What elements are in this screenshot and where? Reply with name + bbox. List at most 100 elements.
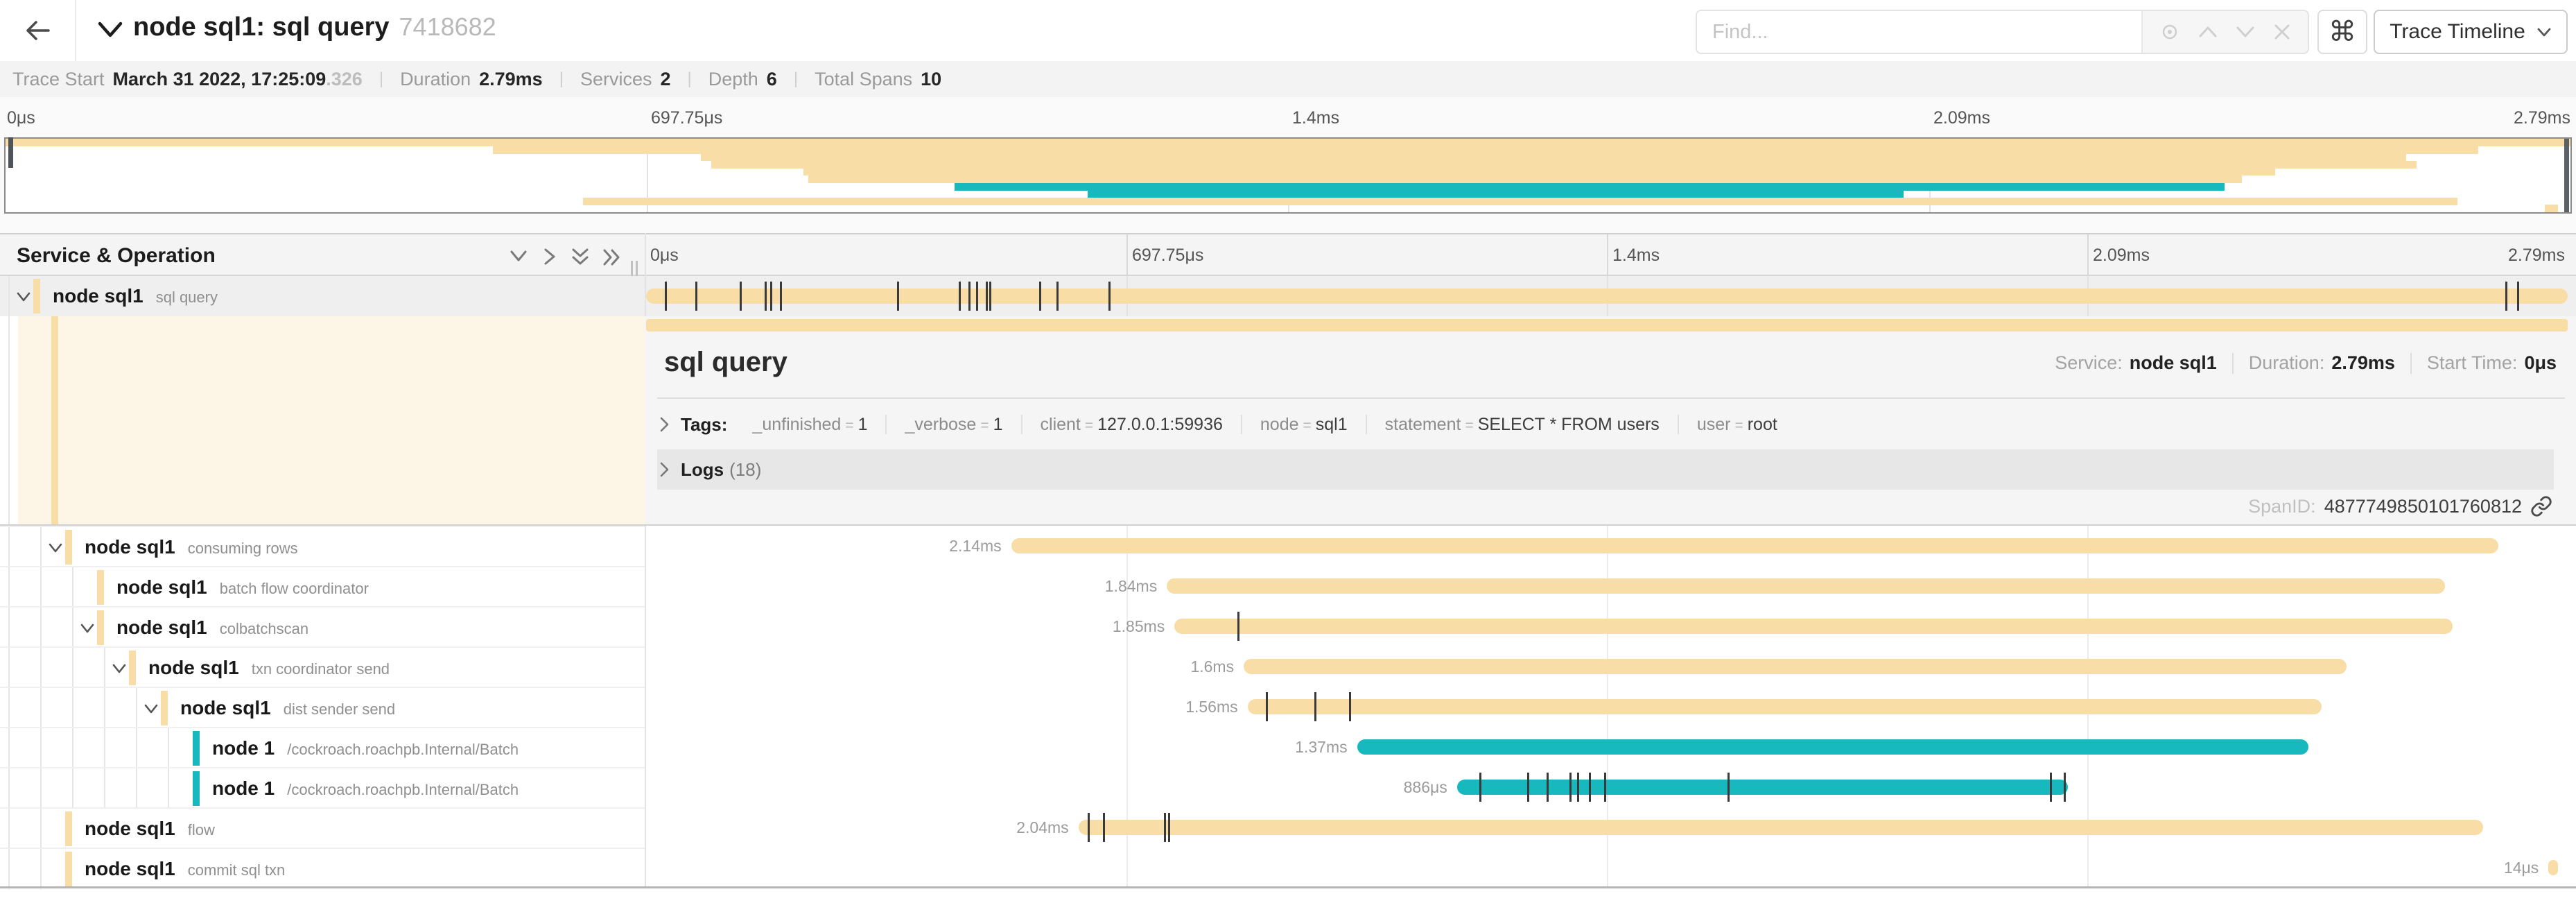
log-marker[interactable]: [1039, 282, 1042, 311]
log-marker[interactable]: [958, 282, 961, 311]
span-timeline-row[interactable]: 2.04ms: [645, 807, 2576, 848]
column-resize-grabber[interactable]: [628, 261, 641, 276]
log-marker[interactable]: [770, 282, 773, 311]
span-bar[interactable]: [1244, 659, 2347, 674]
indent-guide: [40, 688, 42, 728]
log-marker[interactable]: [975, 282, 978, 311]
log-marker[interactable]: [2505, 282, 2508, 311]
span-timeline-row[interactable]: 886μs: [645, 767, 2576, 807]
trace-view-selector[interactable]: Trace Timeline: [2374, 10, 2568, 54]
log-marker[interactable]: [897, 282, 900, 311]
span-bar[interactable]: [646, 289, 2568, 304]
expand-chevron-icon[interactable]: [143, 703, 159, 714]
span-bar[interactable]: [2548, 860, 2559, 875]
minimap-canvas[interactable]: [4, 137, 2572, 214]
span-timeline-row[interactable]: [645, 276, 2576, 316]
span-bar[interactable]: [1456, 780, 2069, 795]
log-marker[interactable]: [1266, 692, 1269, 721]
keyboard-shortcuts-button[interactable]: ⌘: [2317, 10, 2367, 54]
expand-chevron-icon[interactable]: [15, 291, 32, 302]
log-marker[interactable]: [989, 282, 992, 311]
log-marker[interactable]: [1727, 773, 1730, 802]
minimap-right-scrubber[interactable]: [2564, 139, 2569, 212]
span-tree-row[interactable]: node sql1 commit sql txn: [0, 848, 645, 889]
log-marker[interactable]: [2516, 282, 2519, 311]
indent-guide: [8, 728, 10, 768]
log-marker[interactable]: [1527, 773, 1530, 802]
span-bar[interactable]: [1011, 538, 2499, 553]
span-tree-row[interactable]: node sql1 consuming rows: [0, 526, 645, 567]
log-marker[interactable]: [1577, 773, 1580, 802]
ruler-gridline: [1126, 234, 1128, 275]
separator: |: [559, 69, 564, 88]
expand-chevron-icon[interactable]: [47, 542, 64, 553]
log-marker[interactable]: [695, 282, 698, 311]
ruler-gridline: [2087, 234, 2089, 275]
log-marker[interactable]: [1108, 282, 1111, 311]
minimap-span-bar: [6, 139, 2570, 146]
minimap-left-scrubber[interactable]: [8, 137, 13, 168]
log-marker[interactable]: [1547, 773, 1549, 802]
span-tree-row[interactable]: node sql1 dist sender send: [0, 687, 645, 728]
span-tree-row[interactable]: node sql1 colbatchscan: [0, 606, 645, 648]
log-marker[interactable]: [1164, 813, 1167, 842]
expand-chevron-icon[interactable]: [79, 623, 96, 634]
log-marker[interactable]: [739, 282, 742, 311]
log-marker[interactable]: [664, 282, 667, 311]
log-marker[interactable]: [1102, 813, 1105, 842]
span-tree-row[interactable]: node 1/cockroach.roachpb.Internal/Batch: [0, 767, 645, 809]
span-bar[interactable]: [1167, 578, 2445, 594]
log-marker[interactable]: [985, 282, 988, 311]
log-marker[interactable]: [780, 282, 783, 311]
span-tree-row[interactable]: node sql1 flow: [0, 807, 645, 849]
span-timeline-row[interactable]: 1.37ms: [645, 727, 2576, 767]
span-bar[interactable]: [1078, 820, 2484, 835]
span-timeline-row[interactable]: 1.84ms: [645, 566, 2576, 606]
log-marker[interactable]: [1348, 692, 1351, 721]
arrow-left-icon: [22, 15, 53, 46]
log-marker[interactable]: [764, 282, 767, 311]
log-marker[interactable]: [2050, 773, 2053, 802]
back-button[interactable]: [0, 0, 76, 61]
span-bar[interactable]: [1357, 739, 2308, 755]
log-marker[interactable]: [1589, 773, 1592, 802]
span-timeline-row[interactable]: 1.6ms: [645, 646, 2576, 687]
collapse-one-icon[interactable]: [508, 247, 529, 265]
find-input[interactable]: [1697, 11, 2141, 53]
span-timeline-row[interactable]: 2.14ms: [645, 526, 2576, 566]
log-marker[interactable]: [1087, 813, 1090, 842]
log-marker[interactable]: [1056, 282, 1059, 311]
log-marker[interactable]: [1569, 773, 1572, 802]
tags-accordion[interactable]: Tags: _unfinished = 1 _verbose = 1 client = 127.…: [657, 405, 1795, 444]
log-marker[interactable]: [968, 282, 971, 311]
indent-guide: [8, 809, 10, 849]
logs-accordion[interactable]: Logs (18): [657, 449, 2554, 490]
span-tree-row[interactable]: node sql1 sql query: [0, 276, 645, 316]
span-tree-row[interactable]: node sql1 batch flow coordinator: [0, 566, 645, 608]
log-marker[interactable]: [2063, 773, 2066, 802]
chevron-down-icon[interactable]: [2235, 24, 2256, 40]
locate-icon[interactable]: [2159, 22, 2180, 42]
collapse-all-icon[interactable]: [570, 247, 591, 268]
link-icon[interactable]: [2530, 495, 2552, 517]
chevron-up-icon[interactable]: [2198, 24, 2218, 40]
span-bar[interactable]: [1174, 619, 2453, 634]
collapse-trace-chevron-icon[interactable]: [97, 21, 123, 39]
tag-item: statement = SELECT * FROM users: [1366, 414, 1679, 434]
log-marker[interactable]: [1167, 813, 1170, 842]
close-icon[interactable]: [2273, 23, 2291, 41]
log-marker[interactable]: [1237, 612, 1239, 641]
log-marker[interactable]: [1604, 773, 1607, 802]
expand-one-icon[interactable]: [541, 247, 559, 266]
span-tree-row[interactable]: node 1/cockroach.roachpb.Internal/Batch: [0, 727, 645, 768]
span-bar[interactable]: [1247, 699, 2322, 714]
expand-chevron-icon[interactable]: [111, 663, 128, 674]
span-timeline-row[interactable]: 14μs: [645, 848, 2576, 888]
log-marker[interactable]: [1479, 773, 1482, 802]
log-marker[interactable]: [1314, 692, 1316, 721]
span-timeline-row[interactable]: 1.85ms: [645, 606, 2576, 646]
span-timeline-row[interactable]: 1.56ms: [645, 687, 2576, 727]
selected-span-bar[interactable]: [646, 319, 2568, 332]
span-tree-row[interactable]: node sql1 txn coordinator send: [0, 646, 645, 688]
expand-all-icon[interactable]: [602, 247, 623, 268]
